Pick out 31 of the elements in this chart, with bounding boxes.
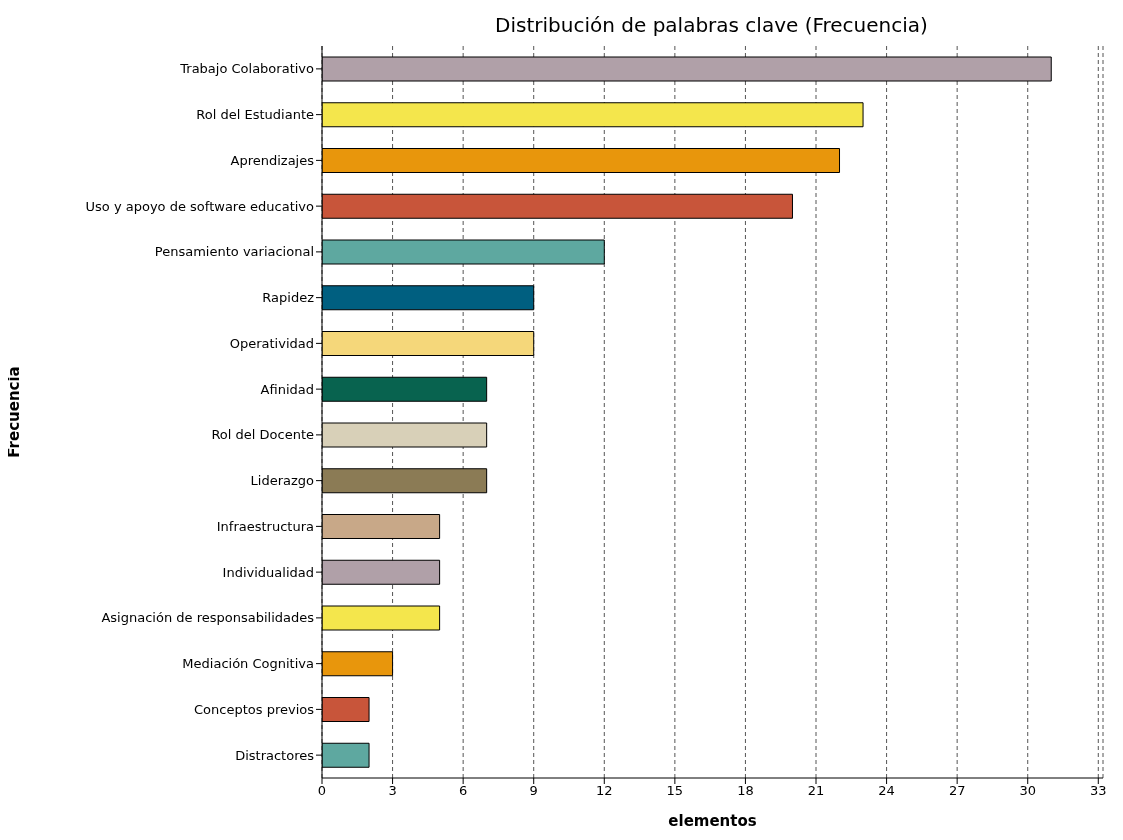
- y-tick-label: Operatividad: [229, 335, 314, 351]
- x-tick-label: 27: [948, 783, 966, 799]
- y-tick-label: Distractores: [235, 747, 315, 763]
- y-tick-label: Conceptos previos: [194, 701, 315, 717]
- x-tick-label: 30: [1019, 783, 1036, 799]
- x-axis-title: elementos: [668, 812, 757, 830]
- y-tick-label: Mediación Cognitiva: [182, 656, 314, 672]
- x-tick-label: 15: [666, 783, 684, 799]
- y-tick-label: Trabajo Colaborativo: [179, 61, 315, 77]
- y-tick-label: Asignación de responsabilidades: [101, 610, 315, 626]
- y-tick-label: Pensamiento variacional: [154, 244, 314, 260]
- x-tick-label: 21: [807, 783, 825, 799]
- y-tick-label: Rol del Docente: [211, 427, 314, 443]
- y-tick-label: Rol del Estudiante: [196, 107, 314, 123]
- x-tick-label: 12: [596, 783, 613, 799]
- x-tick-label: 18: [737, 783, 754, 799]
- x-tick-label: 0: [317, 783, 327, 799]
- x-tick-label: 9: [529, 783, 538, 799]
- y-tick-label: Individualidad: [222, 564, 314, 580]
- x-tick-label: 33: [1090, 783, 1107, 799]
- y-tick-label: Afinidad: [260, 381, 314, 397]
- y-axis-title: Frecuencia: [5, 366, 24, 458]
- y-tick-label: Uso y apoyo de software educativo: [85, 198, 315, 214]
- y-tick-label: Liderazgo: [250, 473, 315, 489]
- chart-title: Distribución de palabras clave (Frecuencia): [494, 12, 929, 39]
- x-tick-label: 6: [459, 783, 468, 799]
- y-tick-label: Aprendizajes: [230, 152, 315, 168]
- x-tick-label: 3: [388, 783, 397, 799]
- x-tick-label: 24: [878, 783, 895, 799]
- y-tick-label: Rapidez: [262, 290, 315, 306]
- y-tick-label: Infraestructura: [216, 518, 314, 534]
